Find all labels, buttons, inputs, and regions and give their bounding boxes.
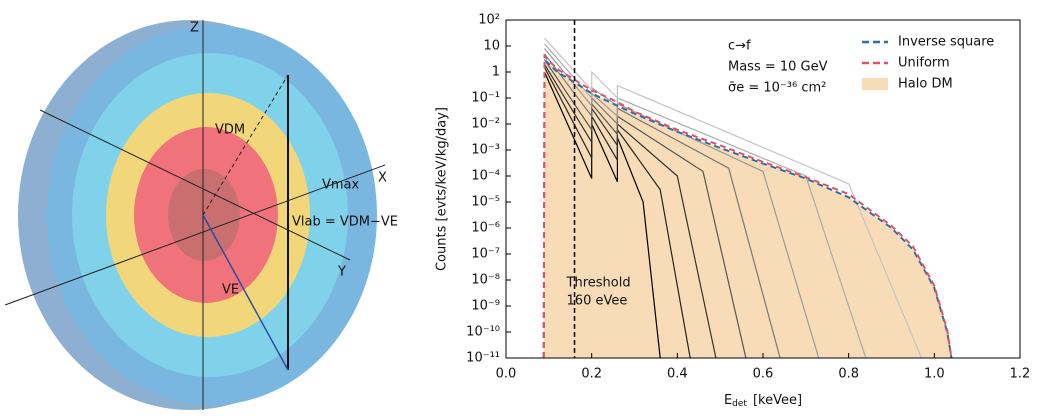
x-tick-label: 0.2 — [581, 367, 602, 382]
annotation: Mass = 10 GeV — [728, 60, 828, 75]
legend-label: Uniform — [898, 56, 950, 71]
line — [542, 57, 953, 359]
line — [543, 63, 717, 359]
v-dm-arrow — [202, 74, 289, 216]
x-axis — [4, 164, 386, 306]
y-tick-label: 10⁻⁴ — [471, 169, 500, 184]
annotation: σ̄e = 10⁻³⁶ cm² — [728, 81, 826, 96]
annotation: c→f — [728, 39, 751, 54]
line — [544, 59, 747, 359]
y-tick-label: 1 — [492, 65, 500, 80]
axis-label: Y — [337, 265, 346, 280]
y-tick-label: 10⁻⁷ — [471, 247, 500, 262]
vector-label: Vmax — [322, 178, 360, 193]
axis-label: X — [378, 171, 387, 186]
core — [168, 169, 240, 261]
v-e-arrow — [202, 214, 289, 371]
vector-label: VE — [222, 283, 239, 298]
line — [543, 71, 661, 359]
vector-label: VDM — [215, 123, 245, 138]
axis-label: Z — [190, 21, 199, 36]
y-tick-label: 10⁻¹⁰ — [466, 325, 500, 340]
x-tick-label: 0.6 — [753, 367, 774, 382]
line — [544, 48, 820, 359]
y-tick-label: 10⁻¹¹ — [466, 351, 500, 366]
x-label-subscript: det — [732, 399, 747, 409]
y-tick-label: 10⁻⁶ — [471, 221, 500, 236]
threshold-label: 160 eVee — [567, 294, 628, 309]
y-tick-label: 10⁻² — [471, 117, 500, 132]
threshold-label: Threshold — [566, 276, 631, 291]
legend-swatch — [862, 78, 888, 90]
x-label-unit: [keVee] — [753, 393, 802, 408]
y-axis — [39, 109, 351, 261]
y-tick-label: 10⁻⁹ — [471, 299, 500, 314]
y-tick-label: 10⁻⁵ — [471, 195, 500, 210]
y-axis-label: Counts [evts/keV/kg/day] — [435, 107, 450, 271]
x-tick-label: 1.2 — [1010, 367, 1031, 382]
line — [542, 53, 953, 359]
y-tick-label: 10² — [478, 13, 500, 28]
legend-label: Inverse square — [898, 35, 994, 50]
line — [544, 53, 781, 359]
x-tick-label: 0.4 — [667, 367, 688, 382]
y-tick-label: 10⁻¹ — [471, 91, 500, 106]
chart: Threshold 160 eVee 10² 10 1 10⁻¹ 10⁻² 10⁻³ 10⁻⁴ 1… — [435, 13, 1031, 409]
line — [543, 67, 691, 359]
x-tick-label: 0.0 — [496, 367, 517, 382]
y-tick-label: 10⁻³ — [471, 143, 500, 158]
vector-label: Vlab = VDM−VE — [292, 215, 398, 230]
x-label-symbol: E — [724, 393, 732, 408]
x-tick-label: 0.8 — [838, 367, 859, 382]
y-tick-label: 10 — [483, 39, 500, 54]
legend-label: Halo DM — [898, 77, 953, 92]
y-tick-label: 10⁻⁸ — [471, 273, 500, 288]
x-tick-label: 1.0 — [924, 367, 945, 382]
velocity-diagram: Z X Y VDM Vmax Vlab = VDM−VE VE — [4, 20, 398, 410]
x-axis-label: Edet [keVee] — [724, 393, 802, 409]
